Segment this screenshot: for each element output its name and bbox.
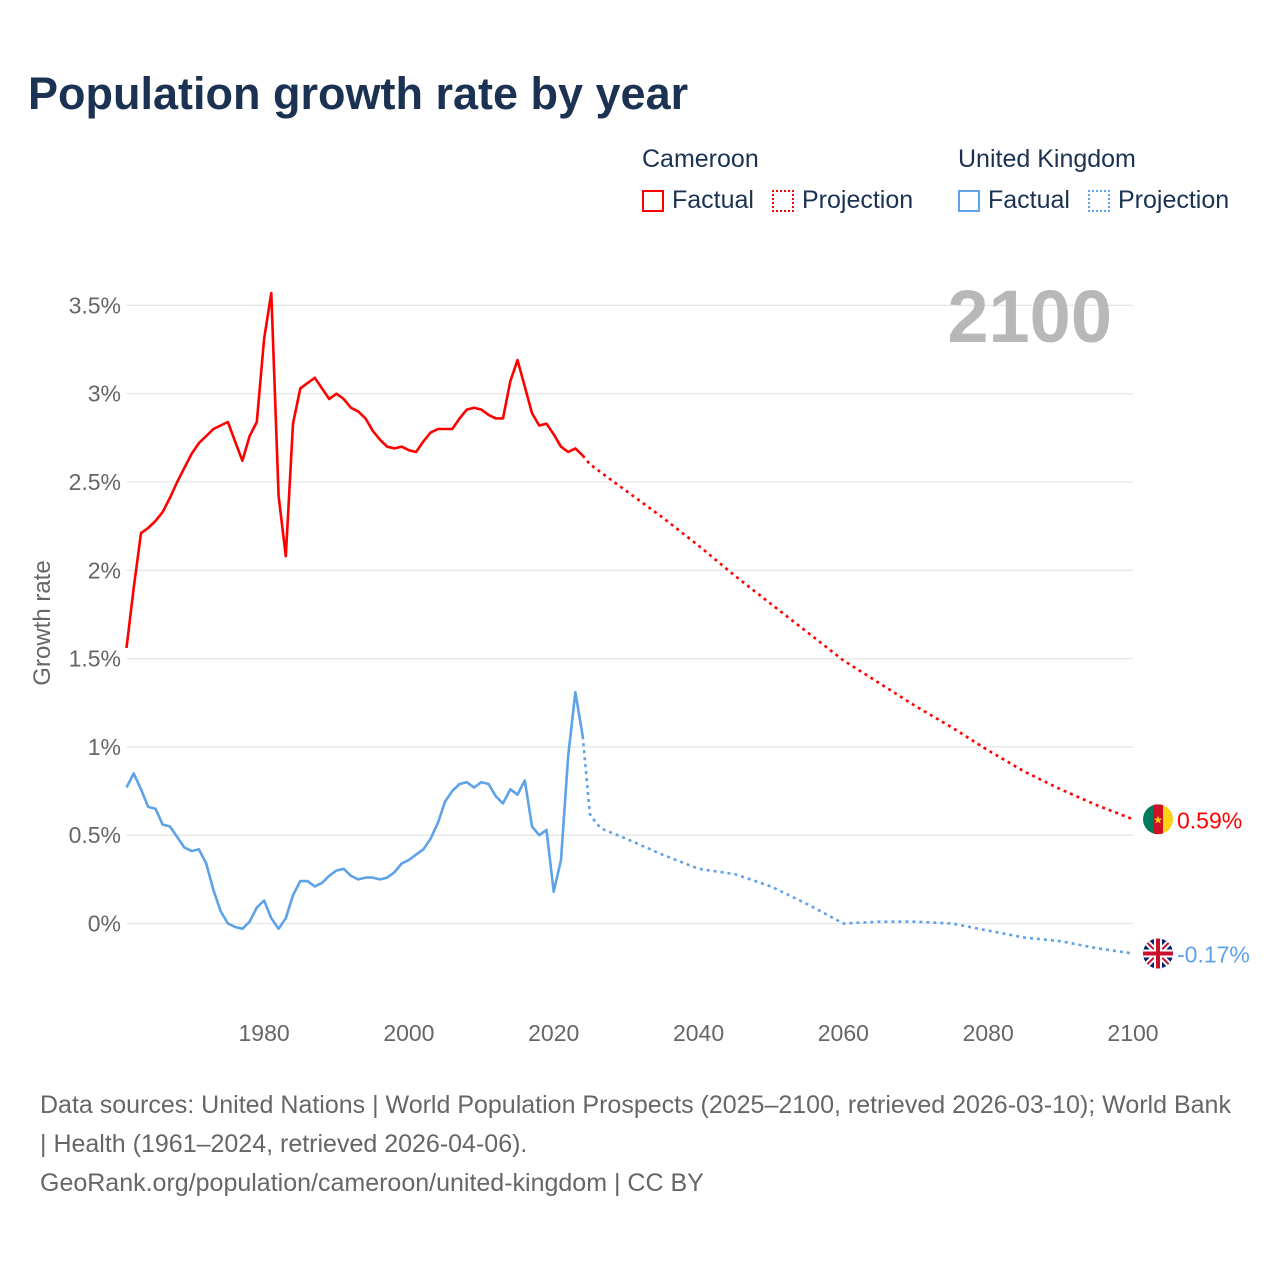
united-kingdom-factual-line: [125, 690, 584, 931]
x-tick-label: 2020: [528, 1020, 579, 1046]
legend-item-factual[interactable]: Factual: [958, 186, 1070, 215]
y-tick-label: 3.5%: [69, 292, 121, 318]
united-kingdom-end-label: -0.17%: [1177, 942, 1250, 968]
y-tick-label: 1.5%: [69, 646, 121, 672]
united-kingdom-projection-line: [581, 736, 1134, 955]
flag-stripe: [1143, 804, 1153, 835]
legend-swatch-solid: [642, 189, 664, 212]
legend-united-kingdom: United Kingdom Factual Projection: [958, 145, 1247, 215]
flag-body: ★: [1143, 804, 1173, 835]
y-tick-label: 0%: [88, 911, 121, 937]
y-tick-label: 0.5%: [69, 822, 121, 848]
legend-item-projection[interactable]: Projection: [771, 186, 914, 215]
legend-label: Factual: [988, 186, 1070, 214]
legend-swatch-dotted: [1087, 189, 1110, 212]
flag-body: [1143, 938, 1173, 969]
legend-label: Projection: [801, 186, 914, 214]
legend-item-factual[interactable]: Factual: [642, 186, 754, 215]
x-tick-label: 2100: [1107, 1020, 1158, 1046]
y-tick-label: 2%: [88, 557, 121, 583]
y-tick-label: 3%: [88, 381, 121, 407]
year-indicator: 2100: [947, 275, 1112, 358]
x-tick-label: 2040: [673, 1020, 724, 1046]
legend-label: Factual: [672, 186, 754, 214]
cameroon-flag-icon: ★: [1143, 804, 1173, 835]
uk-flag-icon: [1143, 938, 1173, 969]
flag-cross-red: [1143, 938, 1173, 969]
x-tick-label: 2000: [383, 1020, 434, 1046]
legend-item-projection[interactable]: Projection: [1087, 186, 1230, 215]
legend-swatch-dotted: [771, 189, 794, 212]
cameroon-projection-line: [581, 454, 1134, 821]
y-tick-label: 1%: [88, 734, 121, 760]
flag-stripe: [1163, 804, 1173, 835]
legend-country-label: Cameroon: [642, 145, 759, 173]
data-sources: Data sources: United Nations | World Pop…: [40, 1091, 1231, 1158]
legend-cameroon: Cameroon Factual Projection: [642, 145, 931, 215]
cameroon-end-label: 0.59%: [1177, 807, 1242, 833]
legend-label: Projection: [1117, 186, 1230, 214]
x-tick-label: 2080: [963, 1020, 1014, 1046]
legend-swatch-solid: [958, 189, 980, 212]
x-tick-label: 1980: [238, 1020, 289, 1046]
cameroon-factual-line: [125, 291, 584, 649]
footer: Data sources: United Nations | World Pop…: [40, 1086, 1240, 1203]
flag-star: ★: [1153, 814, 1163, 826]
x-tick-label: 2060: [818, 1020, 869, 1046]
page-title: Population growth rate by year: [28, 68, 689, 119]
footer-link[interactable]: GeoRank.org/population/cameroon/united-k…: [40, 1169, 704, 1197]
legend-country-label: United Kingdom: [958, 145, 1136, 173]
y-axis-label: Growth rate: [29, 560, 56, 685]
y-tick-label: 2.5%: [69, 469, 121, 495]
flag-stripe: [1153, 804, 1163, 835]
